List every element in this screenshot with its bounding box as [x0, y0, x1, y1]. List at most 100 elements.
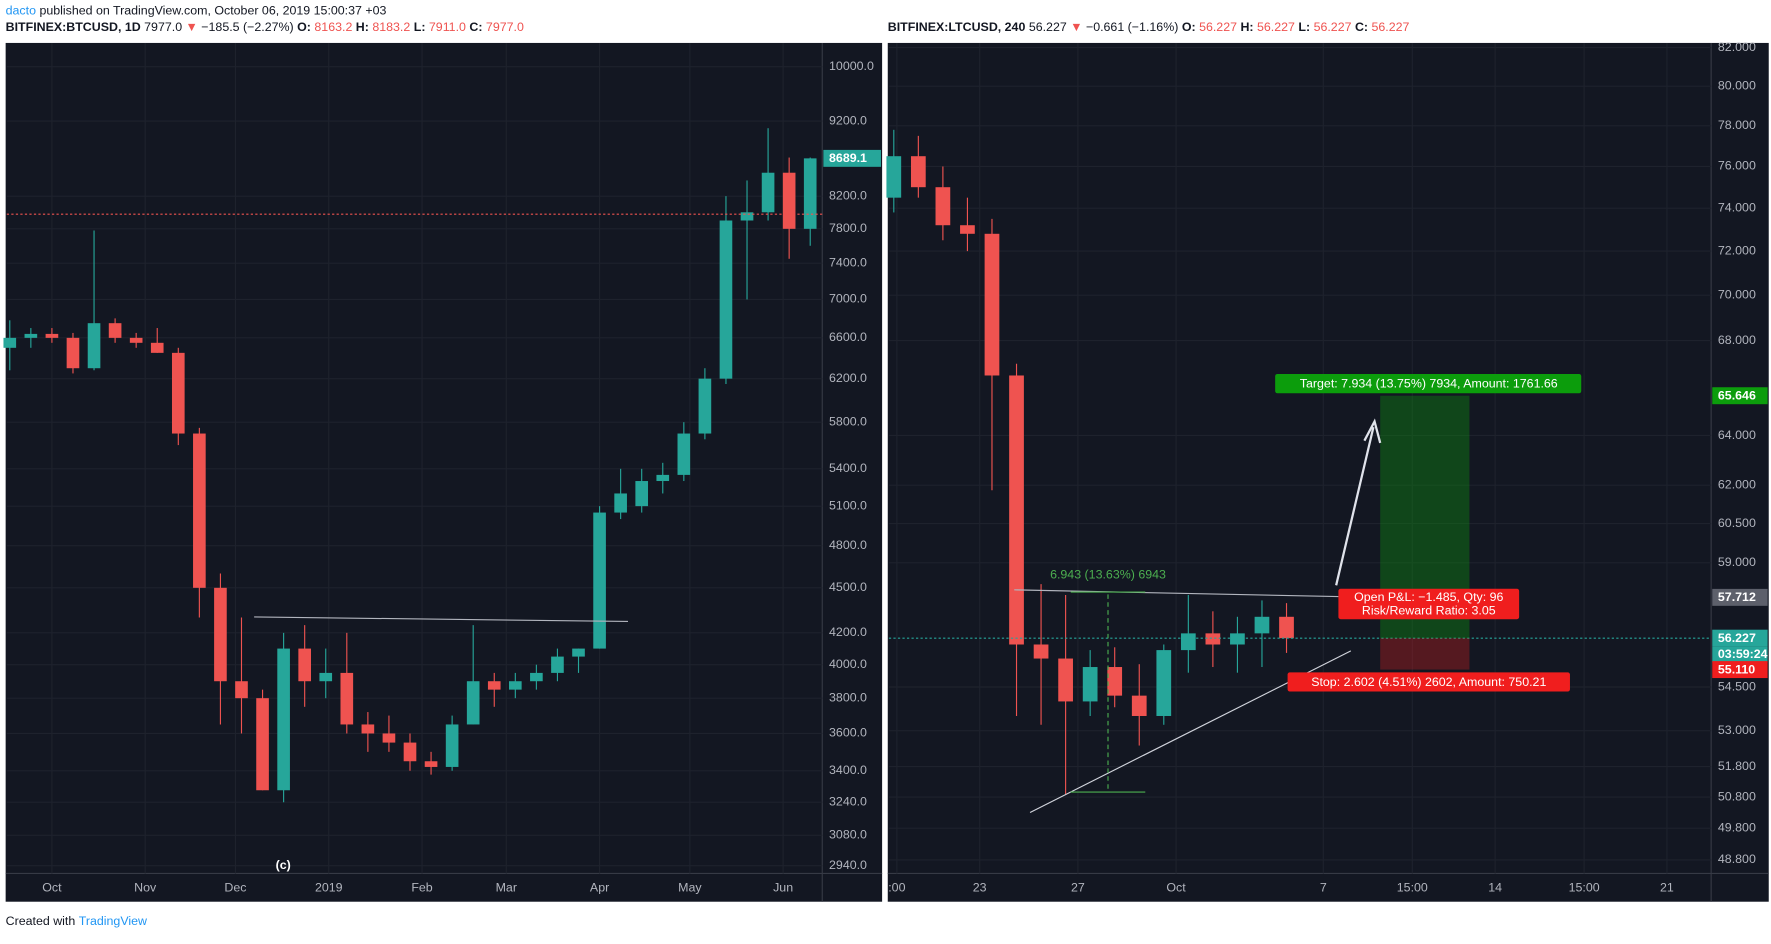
- x-tick-label: Feb: [411, 880, 432, 894]
- y-tick-label: 6200.0: [829, 371, 867, 385]
- panel: [5, 42, 883, 902]
- x-tick-label: 15:00: [1569, 880, 1600, 894]
- legend-h: 8183.2: [372, 21, 410, 35]
- candle-body: [551, 656, 564, 673]
- candle-body: [1205, 633, 1221, 645]
- pnl-box: [1338, 588, 1520, 620]
- position-labels: Target: 7.934 (13.75%) 7934, Amount: 176…: [1275, 374, 1582, 692]
- y-tick-label: 9200.0: [829, 113, 867, 127]
- candle-body: [1156, 650, 1172, 716]
- countdown-box: [1712, 646, 1768, 663]
- x-tick-label: Nov: [134, 880, 157, 894]
- candle-body: [719, 220, 733, 379]
- y-tick-label: 2940.0: [829, 858, 867, 872]
- candle-body: [193, 433, 206, 588]
- legend-c_label: C:: [469, 21, 482, 35]
- y-tick-label: 3600.0: [829, 726, 867, 740]
- x-tick-label: 7: [1320, 880, 1327, 894]
- candle-body: [466, 681, 480, 725]
- price-tag: [1712, 629, 1768, 647]
- y-tick-label: 4000.0: [829, 657, 867, 671]
- candle-body: [508, 681, 522, 690]
- neckline: [254, 616, 628, 623]
- stop-box: [1287, 672, 1570, 692]
- y-tick-label: 60.500: [1718, 516, 1756, 530]
- price-tag-label: 55.110: [1718, 662, 1755, 676]
- x-tick-label: 23: [973, 880, 987, 894]
- y-tick-label: 82.000: [1718, 40, 1756, 54]
- legend-last: 56.227: [1029, 21, 1067, 35]
- candle-body: [361, 724, 375, 734]
- candle-body: [24, 333, 38, 338]
- candle-body: [1033, 644, 1049, 659]
- y-tick-label: 74.000: [1718, 200, 1756, 214]
- stop-zone: [1380, 638, 1470, 670]
- candle-body: [1254, 616, 1270, 634]
- footer: Created with TradingView: [6, 914, 147, 928]
- candle-body: [572, 648, 585, 657]
- candle-body: [129, 337, 143, 343]
- brand[interactable]: TradingView: [79, 914, 147, 928]
- price-tag: [1712, 387, 1768, 405]
- legend-h: 56.227: [1257, 21, 1295, 35]
- candle-body: [1180, 633, 1196, 651]
- y-tick-label: 59.000: [1718, 555, 1756, 569]
- y-tick-label: 5800.0: [829, 414, 867, 428]
- legend-o: 8163.2: [314, 21, 352, 35]
- candle-body: [1131, 695, 1147, 716]
- published: published on TradingView.com, October 06…: [39, 4, 386, 18]
- y-tick-label: 7800.0: [829, 221, 867, 235]
- candle-body: [150, 342, 164, 353]
- legend-c: 56.227: [1372, 21, 1410, 35]
- candle-body: [803, 158, 817, 229]
- y-tick-label: 10000.0: [829, 59, 874, 73]
- arrow-head: [1363, 418, 1382, 444]
- candle-body: [340, 672, 354, 725]
- y-tick-label: 5100.0: [829, 498, 867, 512]
- price-tag-label: 8689.1: [829, 151, 867, 165]
- x-tick-label: Dec: [224, 880, 246, 894]
- candle-body: [382, 733, 396, 743]
- stop-label: Stop: 2.602 (4.51%) 2602, Amount: 750.21: [1311, 675, 1546, 689]
- x-tick-label: 2019: [315, 880, 343, 894]
- legend-l: 7911.0: [429, 21, 466, 35]
- y-tick-label: 62.000: [1718, 477, 1756, 491]
- candle-body: [487, 681, 501, 690]
- legend-l_label: L:: [414, 21, 426, 35]
- x-tick-label: Oct: [42, 880, 62, 894]
- candle-body: [593, 512, 606, 649]
- candle-body: [298, 648, 311, 682]
- price-tag-label: 65.646: [1718, 389, 1756, 403]
- legend-l_label: L:: [1298, 21, 1310, 35]
- author[interactable]: dacto: [6, 4, 36, 18]
- y-tick-label: 51.800: [1718, 759, 1756, 773]
- candle-body: [277, 648, 290, 791]
- candle-body: [677, 433, 691, 475]
- countdown: 03:59:24: [1718, 647, 1768, 661]
- y-tick-label: 64.000: [1718, 428, 1756, 442]
- x-tick-label: 14: [1488, 880, 1502, 894]
- legend-arrow: ▼: [186, 21, 198, 35]
- legend: BITFINEX:LTCUSD, 240 56.227 ▼ −0.661 (−1…: [888, 21, 1410, 35]
- candle-body: [45, 333, 59, 338]
- candle-body: [740, 212, 754, 221]
- x-tick-label: 21: [1660, 880, 1674, 894]
- x-tick-label: Mar: [496, 880, 517, 894]
- wave-label: (c): [276, 858, 291, 872]
- candle-body: [935, 187, 951, 226]
- candle-body: [171, 352, 185, 434]
- y-tick-label: 7000.0: [829, 292, 867, 306]
- x-tick-label: 27: [1071, 880, 1085, 894]
- candle-body: [235, 681, 248, 699]
- candle-body: [1230, 633, 1245, 645]
- arrow: [1335, 426, 1375, 586]
- legend-l: 56.227: [1314, 21, 1352, 35]
- y-tick-label: 3800.0: [829, 690, 867, 704]
- legend-symbol: BITFINEX:BTCUSD, 1D: [6, 21, 141, 35]
- y-tick-label: 53.000: [1718, 723, 1756, 737]
- price-tag: [823, 149, 881, 167]
- y-tick-label: 3240.0: [829, 795, 867, 809]
- y-tick-label: 4200.0: [829, 625, 867, 639]
- legend-symbol: BITFINEX:LTCUSD, 240: [888, 21, 1026, 35]
- x-tick-label: Apr: [590, 880, 609, 894]
